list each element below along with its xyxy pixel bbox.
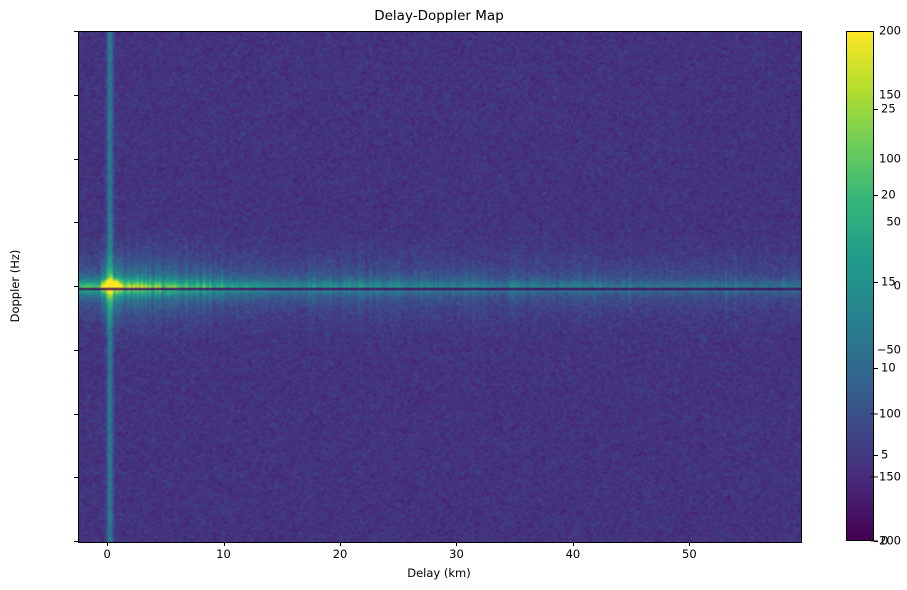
colorbar-tick-mark [874, 454, 878, 456]
colorbar-tick-mark [874, 368, 878, 370]
y-axis-label: Doppler (Hz) [8, 249, 22, 323]
x-tick-mark [456, 542, 458, 546]
y-tick-label: 50 [886, 214, 901, 229]
x-tick-label: 50 [682, 547, 697, 561]
x-tick-mark [689, 542, 691, 546]
y-tick-mark [74, 477, 78, 479]
colorbar-tick-mark [874, 108, 878, 110]
y-tick-label: −50 [876, 342, 901, 356]
colorbar-tick-label: 25 [881, 101, 896, 116]
y-tick-label: 0 [893, 278, 901, 293]
y-tick-label: 200 [879, 23, 901, 38]
page-title: Delay-Doppler Map [374, 8, 504, 24]
y-tick-mark [74, 541, 78, 542]
y-tick-label: −150 [869, 469, 901, 484]
colorbar-tick-label: 10 [881, 360, 896, 375]
colorbar-tick-label: 15 [881, 273, 896, 288]
x-tick-mark [572, 542, 574, 546]
x-tick-mark [223, 542, 225, 546]
y-tick-label: 100 [879, 150, 901, 165]
colorbar-tick-label: 20 [881, 187, 896, 202]
y-tick-mark [74, 94, 78, 96]
colorbar-tick-mark [874, 541, 878, 542]
y-tick-mark [74, 286, 78, 287]
y-tick-mark [74, 413, 78, 415]
y-tick-mark [74, 222, 78, 224]
colorbar-gradient [846, 31, 874, 541]
x-axis-label: Delay (km) [407, 566, 471, 580]
y-tick-label: −200 [869, 533, 901, 548]
x-tick-label: 20 [332, 547, 348, 561]
colorbar: 0 5 10 15 20 25 [846, 31, 896, 546]
colorbar-tick-label: 5 [881, 446, 889, 461]
y-tick-mark [74, 349, 78, 351]
x-tick-mark [340, 542, 342, 546]
colorbar-tick-mark [874, 281, 878, 283]
y-tick-label: 150 [879, 87, 901, 101]
x-tick-label: 10 [216, 547, 231, 561]
x-tick-label: 0 [103, 547, 111, 561]
heatmap-plot-area [78, 31, 802, 543]
colorbar-tick-mark [874, 195, 878, 197]
y-tick-mark [74, 31, 78, 32]
y-tick-mark [74, 158, 78, 160]
x-tick-label: 30 [449, 547, 464, 561]
x-tick-label: 40 [565, 547, 581, 561]
y-tick-label: −100 [869, 405, 901, 420]
x-tick-mark [107, 542, 109, 546]
colorbar-tick-label: 0 [881, 533, 889, 548]
heatmap-image [79, 32, 801, 542]
